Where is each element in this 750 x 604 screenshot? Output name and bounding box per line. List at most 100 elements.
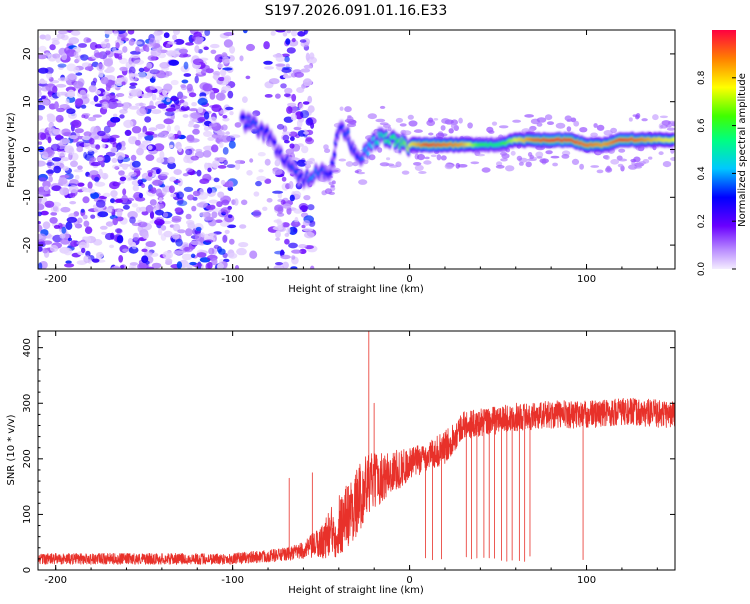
noise-speckle xyxy=(210,49,217,54)
noise-speckle xyxy=(54,101,59,110)
noise-speckle xyxy=(61,53,68,61)
noise-speckle xyxy=(104,209,113,213)
ridge-cell xyxy=(242,115,246,120)
noise-speckle xyxy=(227,90,234,99)
noise-speckle xyxy=(190,112,201,119)
noise-speckle xyxy=(297,130,306,137)
noise-speckle xyxy=(298,102,304,110)
noise-speckle xyxy=(338,158,347,162)
y-tick-label: 0 xyxy=(22,146,33,152)
noise-speckle xyxy=(141,255,149,264)
noise-speckle xyxy=(48,122,55,129)
colorbar-tick-label: 0.4 xyxy=(697,166,707,181)
noise-speckle xyxy=(97,130,106,137)
noise-speckle xyxy=(81,247,86,254)
noise-speckle xyxy=(170,79,179,86)
noise-speckle xyxy=(217,63,224,68)
noise-speckle xyxy=(280,83,287,89)
noise-speckle xyxy=(96,156,104,162)
noise-speckle xyxy=(122,46,128,53)
noise-speckle xyxy=(441,118,450,124)
noise-speckle xyxy=(290,136,295,141)
noise-speckle xyxy=(41,86,50,92)
noise-speckle xyxy=(46,162,55,166)
ridge-cell xyxy=(332,152,336,157)
noise-speckle xyxy=(229,238,235,245)
noise-speckle xyxy=(498,125,509,129)
noise-speckle xyxy=(234,122,242,128)
ridge-cell xyxy=(346,129,350,135)
noise-speckle xyxy=(144,71,153,80)
noise-speckle xyxy=(101,143,106,149)
noise-speckle xyxy=(80,54,89,61)
noise-speckle xyxy=(291,93,297,102)
noise-speckle xyxy=(430,154,437,158)
noise-speckle xyxy=(634,166,642,169)
noise-speckle xyxy=(100,41,108,48)
noise-speckle xyxy=(561,154,570,159)
noise-speckle xyxy=(176,200,188,207)
noise-speckle xyxy=(535,151,544,158)
noise-speckle xyxy=(345,161,354,167)
x-tick-label: -100 xyxy=(221,274,244,285)
noise-speckle xyxy=(60,238,71,245)
noise-speckle xyxy=(122,248,129,253)
noise-speckle xyxy=(547,121,554,125)
noise-speckle xyxy=(104,38,110,43)
noise-speckle xyxy=(55,83,67,88)
noise-speckle xyxy=(264,158,271,166)
noise-speckle xyxy=(141,210,149,216)
noise-speckle xyxy=(291,255,296,260)
noise-speckle xyxy=(182,173,189,177)
noise-speckle xyxy=(272,168,283,176)
noise-speckle xyxy=(207,261,213,269)
noise-speckle xyxy=(205,204,216,211)
noise-speckle xyxy=(91,258,100,263)
noise-speckle xyxy=(178,48,188,54)
noise-speckle xyxy=(38,246,43,252)
noise-speckle xyxy=(303,64,313,69)
noise-speckle xyxy=(118,170,125,176)
noise-speckle xyxy=(630,158,637,163)
noise-speckle xyxy=(94,181,106,187)
noise-speckle xyxy=(149,210,155,219)
noise-speckle xyxy=(277,192,283,199)
noise-speckle xyxy=(138,48,145,53)
noise-speckle xyxy=(303,131,309,135)
noise-speckle xyxy=(448,128,454,134)
noise-speckle xyxy=(197,116,206,123)
noise-speckle xyxy=(137,132,146,138)
noise-speckle xyxy=(128,95,133,99)
noise-speckle xyxy=(115,42,120,49)
snr-panel: -200 -100 0 100 0 100 200 300 400 Height of stra… xyxy=(6,330,676,596)
noise-speckle xyxy=(282,131,291,135)
noise-speckle xyxy=(223,39,233,48)
noise-speckle xyxy=(167,41,177,45)
noise-speckle xyxy=(281,68,292,73)
noise-speckle xyxy=(200,69,207,75)
noise-speckle xyxy=(93,127,98,135)
noise-speckle xyxy=(70,30,81,36)
noise-speckle xyxy=(296,159,307,167)
snr-y-label: SNR (10 * v/v) xyxy=(6,414,17,485)
noise-speckle xyxy=(264,66,274,70)
noise-speckle xyxy=(172,233,180,240)
noise-speckle xyxy=(136,147,144,156)
noise-speckle xyxy=(120,37,129,42)
noise-speckle xyxy=(194,45,200,54)
noise-speckle xyxy=(544,114,553,121)
noise-speckle xyxy=(68,37,80,45)
noise-speckle xyxy=(112,217,118,226)
noise-speckle xyxy=(550,155,560,159)
noise-speckle xyxy=(258,169,264,173)
noise-speckle xyxy=(123,119,134,128)
noise-speckle xyxy=(137,221,148,228)
noise-speckle xyxy=(177,229,186,234)
noise-speckle xyxy=(211,113,216,118)
noise-speckle xyxy=(65,98,70,105)
noise-speckle xyxy=(57,151,66,157)
noise-speckle xyxy=(222,114,228,119)
noise-speckle xyxy=(38,141,43,145)
noise-speckle xyxy=(304,160,313,165)
noise-speckle xyxy=(249,250,258,259)
